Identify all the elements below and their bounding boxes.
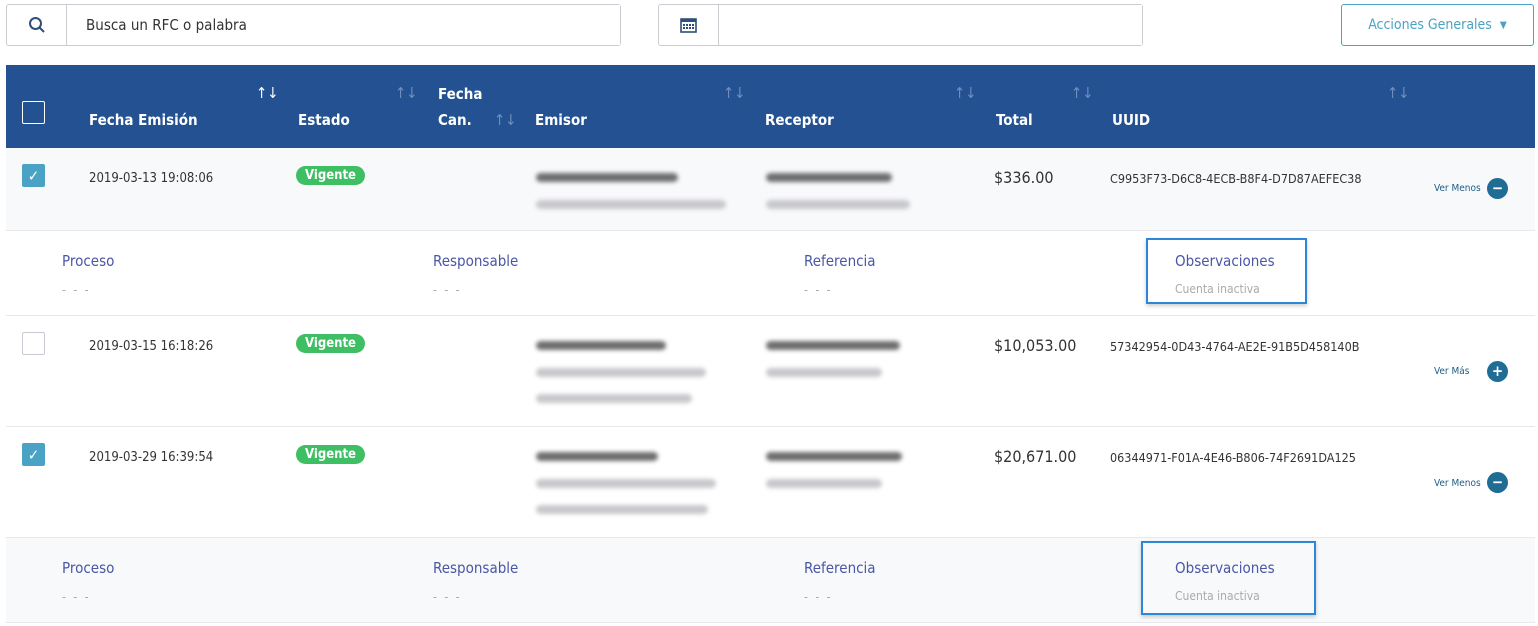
- col-uuid[interactable]: UUID: [1112, 111, 1151, 129]
- expand-icon[interactable]: +: [1487, 361, 1508, 382]
- receptor-redacted: [766, 452, 902, 461]
- col-emisor[interactable]: Emisor: [535, 111, 587, 129]
- date-filter[interactable]: [658, 4, 1143, 46]
- detail-row: Proceso - - - Responsable - - - Referenc…: [6, 538, 1535, 623]
- uuid: C9953F73-D6C8-4ECB-B8F4-D7D87AEFEC38: [1110, 171, 1362, 186]
- acciones-label: Acciones Generales: [1368, 17, 1492, 33]
- status-badge: Vigente: [296, 445, 365, 464]
- proceso-value: - - -: [62, 283, 91, 297]
- table-header: Fecha Emisión ↑↓ Estado ↑↓ Fecha Can. ↑↓…: [6, 65, 1535, 148]
- observaciones-value: Cuenta inactiva: [1175, 282, 1260, 296]
- sort-icon[interactable]: ↑↓: [256, 84, 279, 102]
- detail-row: Proceso - - - Responsable - - - Referenc…: [6, 231, 1535, 316]
- row-checkbox[interactable]: ✓: [22, 443, 45, 466]
- table-row: ✓ 2019-03-29 16:39:54 Vigente $20,671.00…: [6, 427, 1535, 538]
- sort-icon[interactable]: ↑↓: [1387, 84, 1410, 102]
- fecha-emision: 2019-03-13 19:08:06: [89, 171, 214, 186]
- sort-icon[interactable]: ↑↓: [1071, 84, 1094, 102]
- responsable-value: - - -: [433, 283, 462, 297]
- emisor-redacted: [536, 505, 708, 514]
- acciones-generales-button[interactable]: Acciones Generales ▼: [1341, 4, 1534, 46]
- search-field[interactable]: [6, 4, 621, 46]
- referencia-value: - - -: [804, 283, 833, 297]
- ver-menos-link[interactable]: Ver Menos: [1434, 478, 1481, 489]
- emisor-redacted: [536, 452, 658, 461]
- status-badge: Vigente: [296, 334, 365, 353]
- observaciones-label: Observaciones: [1175, 252, 1275, 270]
- sort-icon[interactable]: ↑↓: [723, 84, 746, 102]
- fecha-emision: 2019-03-29 16:39:54: [89, 450, 214, 465]
- referencia-value: - - -: [804, 590, 833, 604]
- emisor-redacted: [536, 341, 666, 350]
- col-estado[interactable]: Estado: [298, 111, 350, 129]
- row-checkbox[interactable]: [22, 332, 45, 355]
- observaciones-highlight: [1146, 238, 1307, 304]
- proceso-value: - - -: [62, 590, 91, 604]
- col-fecha-can-2[interactable]: Can.: [438, 111, 472, 129]
- sort-icon[interactable]: ↑↓: [494, 111, 517, 129]
- emisor-redacted: [536, 200, 726, 209]
- observaciones-value: Cuenta inactiva: [1175, 589, 1260, 603]
- emisor-redacted: [536, 173, 678, 182]
- referencia-label: Referencia: [804, 559, 876, 577]
- receptor-redacted: [766, 368, 882, 377]
- col-receptor[interactable]: Receptor: [765, 111, 834, 129]
- calendar-icon[interactable]: [659, 5, 719, 45]
- total: $10,053.00: [994, 336, 1077, 355]
- emisor-redacted: [536, 394, 692, 403]
- observaciones-label: Observaciones: [1175, 559, 1275, 577]
- receptor-redacted: [766, 341, 900, 350]
- table-row: ✓ 2019-03-13 19:08:06 Vigente $336.00 C9…: [6, 148, 1535, 231]
- proceso-label: Proceso: [62, 559, 115, 577]
- responsable-value: - - -: [433, 590, 462, 604]
- date-input[interactable]: [719, 5, 1142, 45]
- receptor-redacted: [766, 479, 882, 488]
- sort-icon[interactable]: ↑↓: [954, 84, 977, 102]
- total: $336.00: [994, 168, 1054, 187]
- receptor-redacted: [766, 173, 892, 182]
- col-fecha-emision[interactable]: Fecha Emisión: [89, 111, 198, 129]
- uuid: 06344971-F01A-4E46-B806-74F2691DA125: [1110, 450, 1356, 465]
- responsable-label: Responsable: [433, 252, 519, 270]
- responsable-label: Responsable: [433, 559, 519, 577]
- ver-mas-link[interactable]: Ver Más: [1434, 366, 1470, 377]
- sort-icon[interactable]: ↑↓: [395, 84, 418, 102]
- search-icon[interactable]: [7, 5, 67, 45]
- emisor-redacted: [536, 368, 706, 377]
- status-badge: Vigente: [296, 166, 365, 185]
- total: $20,671.00: [994, 447, 1077, 466]
- search-input[interactable]: [67, 5, 620, 45]
- emisor-redacted: [536, 479, 716, 488]
- table-row: 2019-03-15 16:18:26 Vigente $10,053.00 5…: [6, 316, 1535, 427]
- collapse-icon[interactable]: −: [1487, 178, 1508, 199]
- receptor-redacted: [766, 200, 910, 209]
- referencia-label: Referencia: [804, 252, 876, 270]
- col-fecha-can[interactable]: Fecha: [438, 85, 483, 103]
- chevron-down-icon: ▼: [1499, 19, 1507, 31]
- uuid: 57342954-0D43-4764-AE2E-91B5D458140B: [1110, 339, 1360, 354]
- row-checkbox[interactable]: ✓: [22, 164, 45, 187]
- fecha-emision: 2019-03-15 16:18:26: [89, 339, 214, 354]
- ver-menos-link[interactable]: Ver Menos: [1434, 183, 1481, 194]
- proceso-label: Proceso: [62, 252, 115, 270]
- select-all-checkbox[interactable]: [22, 101, 45, 124]
- col-total[interactable]: Total: [996, 111, 1033, 129]
- observaciones-highlight: [1141, 541, 1316, 615]
- collapse-icon[interactable]: −: [1487, 472, 1508, 493]
